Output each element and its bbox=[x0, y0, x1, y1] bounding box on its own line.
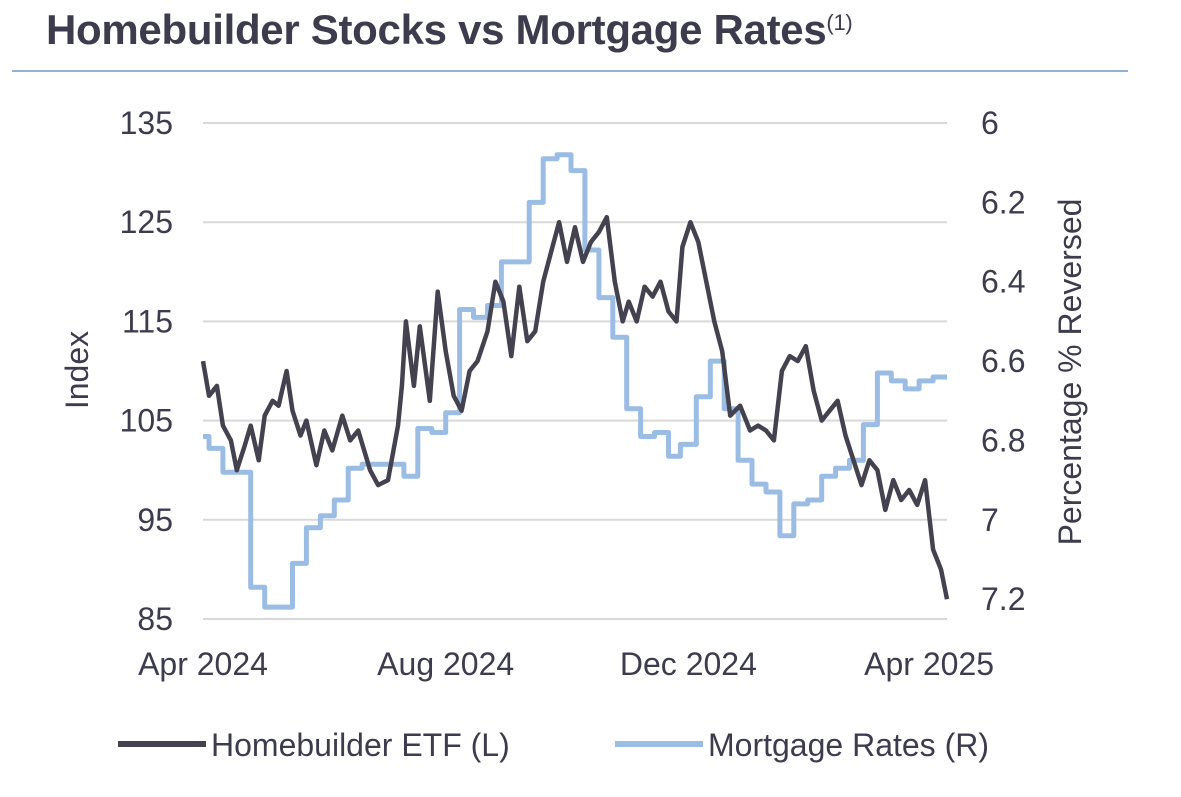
x-tick-label: Apr 2024 bbox=[138, 646, 268, 682]
right-axis-title: Percentage % Reversed bbox=[1052, 199, 1088, 546]
right-tick-label: 6.6 bbox=[981, 343, 1025, 379]
gridlines bbox=[203, 122, 947, 620]
x-tick-label: Dec 2024 bbox=[620, 646, 757, 682]
chart-title: Homebuilder Stocks vs Mortgage Rates(1) bbox=[46, 6, 853, 54]
legend-label-rates: Mortgage Rates (R) bbox=[708, 727, 989, 763]
title-divider bbox=[12, 70, 1128, 72]
title-footnote-marker: (1) bbox=[826, 10, 853, 35]
left-axis-ticks: 135 125 115 105 95 85 bbox=[120, 105, 173, 637]
legend: Homebuilder ETF (L) Mortgage Rates (R) bbox=[118, 727, 989, 763]
right-axis-ticks: 6 6.2 6.4 6.6 6.8 7 7.2 bbox=[981, 105, 1025, 617]
left-tick-label: 135 bbox=[120, 105, 173, 141]
legend-label-etf: Homebuilder ETF (L) bbox=[211, 727, 510, 763]
chart-title-text: Homebuilder Stocks vs Mortgage Rates bbox=[46, 6, 827, 53]
right-tick-label: 7 bbox=[981, 502, 999, 538]
right-tick-label: 6.8 bbox=[981, 422, 1025, 458]
left-axis-title: Index bbox=[59, 331, 95, 409]
right-tick-label: 6.4 bbox=[981, 264, 1025, 300]
left-tick-label: 95 bbox=[137, 502, 173, 538]
left-tick-label: 115 bbox=[122, 303, 173, 339]
x-axis-ticks: Apr 2024 Aug 2024 Dec 2024 Apr 2025 bbox=[138, 646, 994, 682]
x-tick-label: Aug 2024 bbox=[377, 646, 514, 682]
series-line-homebuilder-etf bbox=[200, 214, 950, 600]
right-tick-label: 6.2 bbox=[981, 184, 1025, 220]
series-line-mortgage-rates bbox=[203, 152, 947, 610]
right-tick-label: 6 bbox=[981, 105, 999, 141]
left-tick-label: 85 bbox=[137, 601, 173, 637]
left-tick-label: 105 bbox=[120, 403, 173, 439]
right-tick-label: 7.2 bbox=[981, 581, 1025, 617]
x-tick-label: Apr 2025 bbox=[864, 646, 994, 682]
left-tick-label: 125 bbox=[120, 204, 173, 240]
series-lines bbox=[200, 152, 950, 610]
